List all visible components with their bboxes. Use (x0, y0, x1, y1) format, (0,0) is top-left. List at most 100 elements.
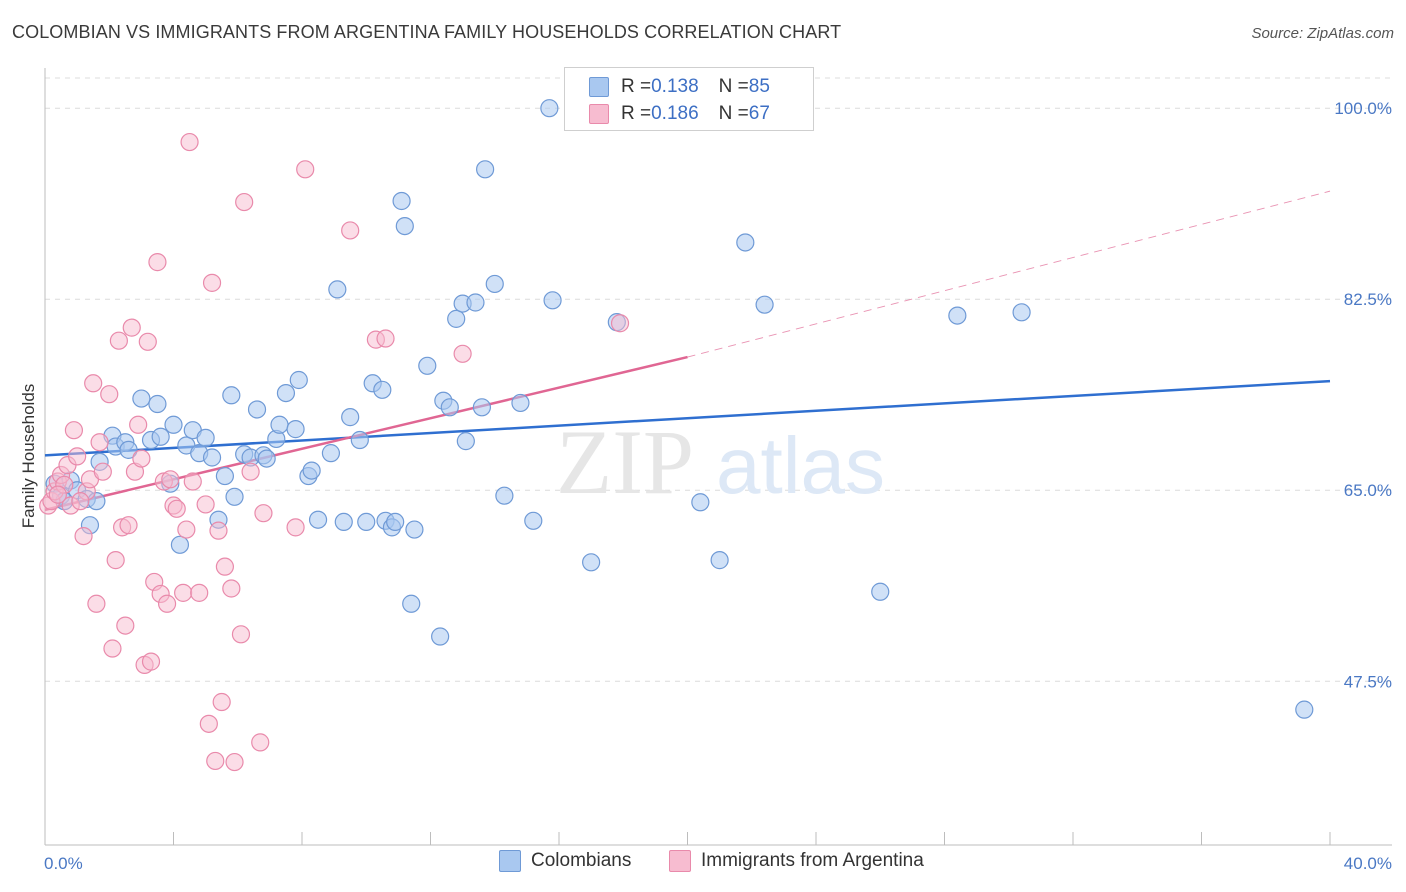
y-tick-label: 47.5% (1344, 672, 1392, 691)
argentina-point (68, 447, 87, 466)
colombians-point (148, 394, 167, 414)
argentina-point (231, 625, 251, 644)
colombians-point (431, 627, 450, 646)
argentina-trend-extension (687, 190, 1331, 358)
argentina-point (71, 492, 90, 511)
legend-r-label: R = (621, 103, 652, 124)
colombians-point (871, 582, 890, 601)
colombians-point (418, 356, 437, 375)
argentina-swatch (589, 104, 609, 124)
y-tick-label: 100.0% (1334, 99, 1392, 118)
colombians-point (1012, 303, 1031, 322)
argentina-point (84, 374, 103, 393)
legend-n-label: N = (718, 103, 749, 124)
argentina-point (225, 752, 244, 772)
legend-n-value: 67 (748, 103, 770, 124)
colombians-point (270, 415, 289, 434)
colombians-points (45, 99, 1314, 719)
argentina-swatch (669, 850, 691, 872)
colombians-point (151, 427, 170, 446)
colombians-point (257, 449, 276, 468)
bottom-legend-label: Colombians (531, 850, 632, 871)
legend-row-argentina: R = 0.186 N = 67 (589, 102, 770, 126)
argentina-point (183, 472, 202, 491)
argentina-points (39, 132, 630, 772)
colombians-point (170, 535, 190, 554)
argentina-point (103, 639, 122, 658)
source-credit: Source: ZipAtlas.com (1251, 25, 1394, 42)
argentina-point (157, 594, 177, 613)
y-tick-label: 82.5% (1344, 290, 1392, 309)
x-tick-label: 40.0% (1344, 854, 1392, 873)
colombians-point (328, 280, 347, 299)
argentina-point (148, 253, 167, 272)
colombians-point (402, 594, 421, 613)
colombians-point (456, 432, 475, 451)
argentina-point (376, 329, 395, 348)
colombians-point (164, 415, 183, 434)
colombians-point (247, 400, 267, 419)
argentina-point (209, 521, 228, 540)
argentina-point (286, 518, 305, 537)
colombians-point (196, 428, 215, 447)
argentina-point (254, 504, 273, 523)
argentina-point (453, 344, 472, 363)
argentina-point (196, 495, 215, 514)
legend-r-value: 0.138 (651, 76, 699, 97)
argentina-point (222, 579, 241, 598)
argentina-point (90, 433, 109, 452)
colombians-point (341, 408, 360, 427)
argentina-point (190, 583, 209, 602)
trend-lines (44, 190, 1331, 512)
legend: R = 0.138 N = 85 R = 0.186 N = 67 (564, 67, 814, 131)
colombians-point (511, 393, 530, 413)
colombians-point (405, 520, 424, 539)
argentina-point (296, 160, 315, 179)
argentina-point (122, 318, 141, 337)
colombians-point (736, 233, 755, 252)
y-axis-label: Family Households (19, 384, 38, 529)
colombians-point (1295, 700, 1314, 719)
argentina-point (177, 520, 196, 539)
colombians-point (948, 306, 967, 325)
x-tick-label: 0.0% (44, 854, 83, 873)
tick-labels: 47.5% 65.0% 82.5% 100.0% 0.0% 40.0% (44, 99, 1392, 873)
argentina-point (251, 733, 270, 752)
colombians-trend-line (44, 379, 1331, 457)
colombians-point (395, 216, 414, 236)
watermark-atlas: atlas (716, 421, 885, 510)
colombians-point (276, 383, 296, 403)
argentina-point (199, 714, 218, 733)
colombians-point (308, 510, 328, 529)
legend-row-colombians: R = 0.138 N = 85 (589, 75, 770, 99)
colombians-point (540, 99, 559, 118)
argentina-point (141, 652, 161, 671)
argentina-point (74, 526, 93, 546)
argentina-point (106, 551, 125, 570)
argentina-point (100, 385, 119, 404)
argentina-trend-line (44, 355, 688, 512)
argentina-point (119, 516, 138, 535)
colombians-point (476, 160, 495, 179)
colombians-point (582, 553, 601, 572)
argentina-point (341, 221, 360, 240)
argentina-point (138, 332, 157, 351)
colombians-point (357, 512, 376, 532)
colombians-point (225, 487, 244, 506)
colombians-point (289, 370, 308, 390)
colombians-point (222, 386, 241, 405)
watermark-zip: ZIP (556, 411, 694, 513)
grid-lines (45, 77, 1392, 682)
argentina-point (202, 273, 222, 292)
argentina-point (116, 616, 135, 635)
colombians-point (132, 389, 151, 408)
colombians-point (524, 511, 543, 530)
colombians-point (286, 420, 305, 439)
colombians-point (447, 309, 466, 328)
colombians-point (755, 295, 774, 314)
argentina-point (64, 421, 84, 440)
axes (44, 68, 1392, 846)
legend-n-value: 85 (748, 76, 770, 97)
colombians-point (392, 191, 411, 211)
